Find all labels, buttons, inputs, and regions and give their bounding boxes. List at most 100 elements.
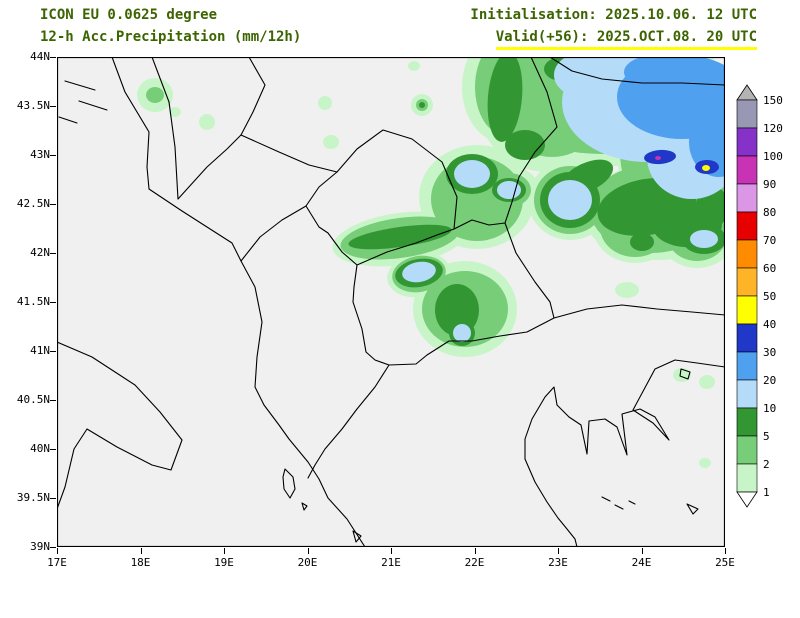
legend-segment xyxy=(736,407,758,437)
legend-value: 60 xyxy=(763,262,776,275)
legend-segment xyxy=(736,435,758,465)
legend-segment xyxy=(736,99,758,129)
legend-segment xyxy=(736,239,758,269)
precip-blob xyxy=(402,261,436,283)
lat-tick xyxy=(50,106,56,107)
legend-segment xyxy=(736,323,758,353)
lon-tick xyxy=(725,548,726,554)
map-canvas xyxy=(57,57,725,547)
coastline-italy xyxy=(57,341,183,510)
precip-blob xyxy=(419,102,425,108)
lat-tick xyxy=(50,204,56,205)
lon-tick xyxy=(558,548,559,554)
legend-segment xyxy=(736,183,758,213)
legend-segment xyxy=(736,379,758,409)
precip-blob xyxy=(615,282,639,298)
skyros-island xyxy=(686,503,699,515)
precip-blob xyxy=(318,96,332,110)
precip-blob xyxy=(453,324,471,342)
border-serbia-macedonia xyxy=(453,219,506,230)
border-bosnia-serbia xyxy=(240,57,266,136)
coastline-aegean xyxy=(524,359,725,547)
lat-tick xyxy=(50,498,56,499)
legend-segment xyxy=(736,211,758,241)
lat-label: 42N xyxy=(30,246,50,259)
coastline-adriatic xyxy=(111,57,366,547)
legend-value: 1 xyxy=(763,486,770,499)
precip-blob xyxy=(454,160,490,188)
precip-blob xyxy=(505,130,545,160)
legend-value: 2 xyxy=(763,458,770,471)
border-bulgaria-greece xyxy=(553,304,725,319)
legend-value: 120 xyxy=(763,122,783,135)
precip-blob xyxy=(408,61,420,71)
lefkada-island xyxy=(352,530,362,543)
border-kosovo-serbia xyxy=(336,129,458,230)
borders-layer xyxy=(57,57,725,547)
lon-label: 22E xyxy=(464,556,485,569)
border-macedonia-greece xyxy=(388,317,555,366)
lon-label: 20E xyxy=(297,556,318,569)
precip-blob xyxy=(655,156,661,160)
precip-blob xyxy=(169,107,181,117)
precip-blob xyxy=(689,107,725,177)
legend-value: 80 xyxy=(763,206,776,219)
legend-segment xyxy=(736,351,758,381)
lat-label: 39.5N xyxy=(16,491,50,504)
lon-tick xyxy=(641,548,643,554)
lon-tick xyxy=(140,548,142,554)
lon-tick xyxy=(474,548,476,554)
precip-blob xyxy=(601,209,629,229)
legend-value: 30 xyxy=(763,346,776,359)
lat-label: 41N xyxy=(30,344,50,357)
legend-segment xyxy=(736,127,758,157)
border-montenegro-albania xyxy=(240,205,307,262)
lat-tick xyxy=(50,400,56,401)
lat-tick xyxy=(50,547,56,548)
legend-value: 50 xyxy=(763,290,776,303)
precip-blob xyxy=(673,368,691,382)
lat-label: 41.5N xyxy=(16,295,50,308)
precip-blob xyxy=(146,87,164,103)
legend-svg: 150 120 100 90 80 70 60 50 40 30 20 10 5 2 1 xyxy=(736,84,783,508)
lat-label: 39N xyxy=(30,540,50,553)
legend-value: 70 xyxy=(763,234,776,247)
legend-value: 90 xyxy=(763,178,776,191)
precip-blob xyxy=(199,114,215,130)
legend-segment xyxy=(736,295,758,325)
precipitation-layer xyxy=(137,57,725,468)
border-albania-greece xyxy=(307,364,390,479)
precip-blob xyxy=(554,57,610,97)
border-danube xyxy=(549,57,725,86)
lon-label: 19E xyxy=(214,556,234,569)
precip-blob xyxy=(699,458,711,468)
lon-label: 24E xyxy=(631,556,652,569)
lat-tick xyxy=(50,449,56,450)
model-title: ICON EU 0.0625 degree xyxy=(40,7,218,23)
lat-tick xyxy=(50,351,56,352)
lon-label: 17E xyxy=(47,556,67,569)
thasos-island xyxy=(679,368,691,380)
lat-tick xyxy=(50,155,56,156)
initialisation-time: Initialisation: 2025.10.06. 12 UTC xyxy=(470,7,757,23)
lon-tick xyxy=(57,548,58,554)
precip-blob xyxy=(630,233,654,251)
legend-value: 40 xyxy=(763,318,776,331)
lat-label: 43N xyxy=(30,148,50,161)
precip-blob xyxy=(690,230,718,248)
border-montenegro-serbia xyxy=(240,134,338,173)
lat-label: 40N xyxy=(30,442,50,455)
lon-tick xyxy=(307,548,309,554)
legend-segment xyxy=(736,155,758,185)
border-kosovo-albania xyxy=(305,205,358,266)
sporades-islands xyxy=(601,496,636,510)
precip-blob xyxy=(323,135,339,149)
precip-blob xyxy=(348,224,452,250)
corfu-island xyxy=(282,468,296,499)
dalmatian-islands xyxy=(58,80,108,124)
precip-blob xyxy=(699,375,715,389)
map-frame xyxy=(57,57,725,547)
legend-segment xyxy=(736,463,758,493)
precip-blob xyxy=(702,165,710,171)
